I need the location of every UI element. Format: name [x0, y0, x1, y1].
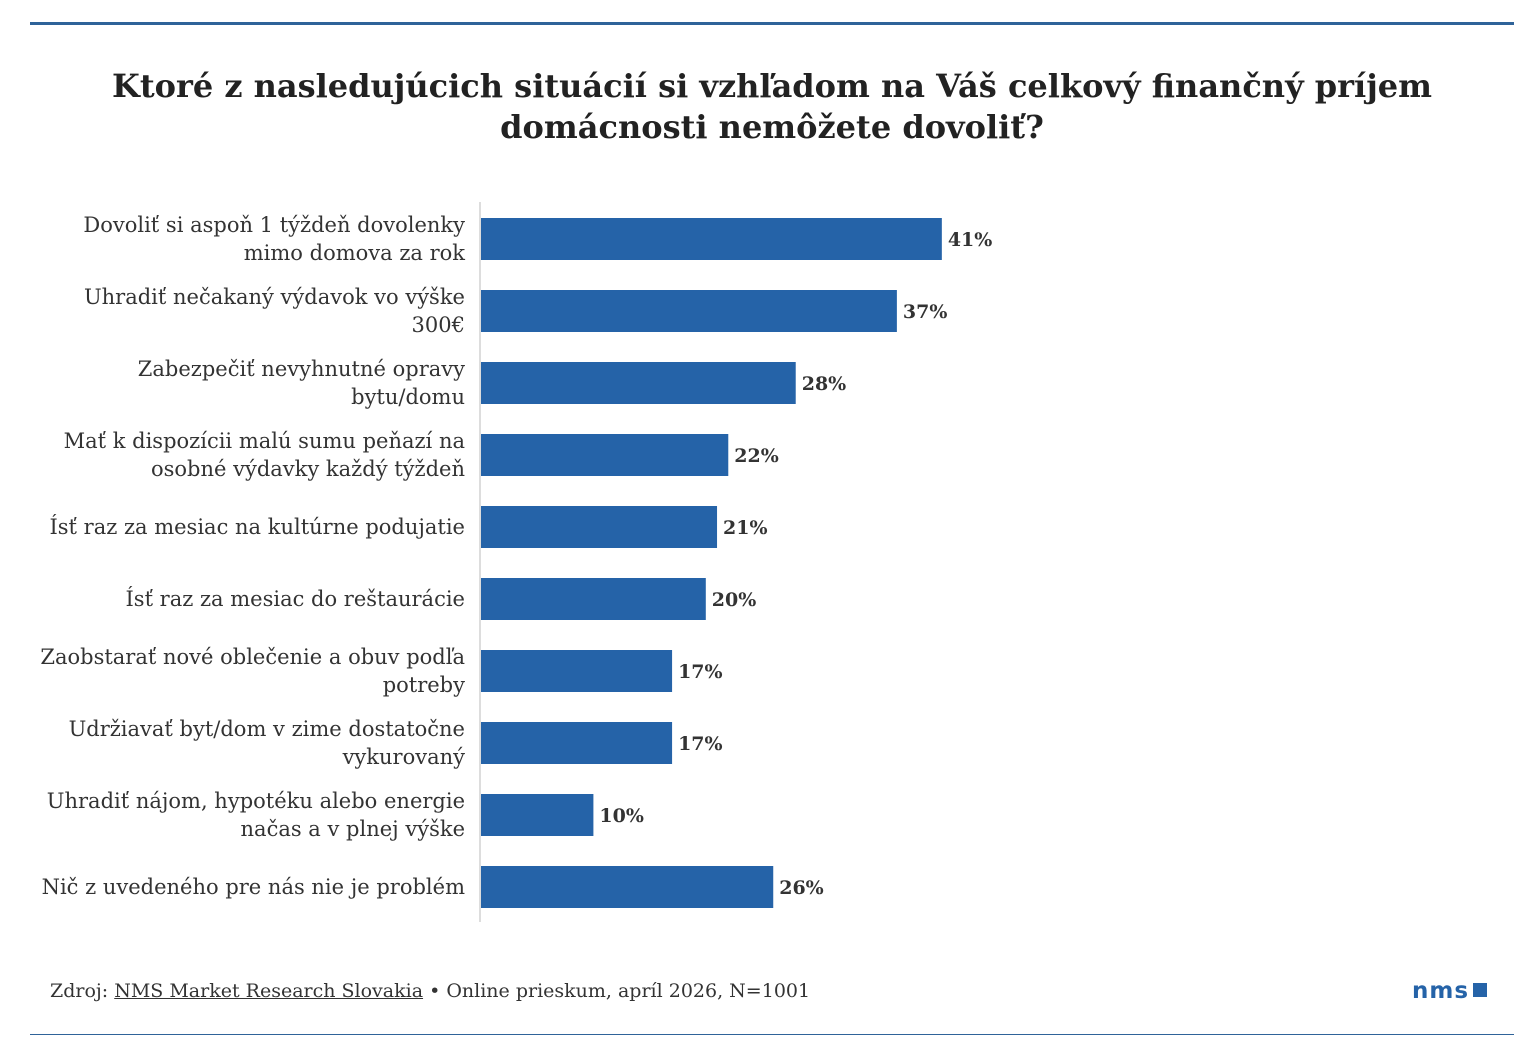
bar: [481, 362, 796, 404]
bar: [481, 866, 774, 908]
data-label: 37%: [903, 301, 948, 323]
source-note: Zdroj: NMS Market Research Slovakia • On…: [50, 980, 810, 1002]
category-label: Mať k dispozícii malú sumu peňazí na oso…: [63, 429, 465, 481]
category-label: Nič z uvedeného pre nás nie je problém: [41, 875, 465, 899]
data-label: 10%: [599, 805, 644, 827]
nms-logo: nms: [1412, 978, 1488, 1004]
category-label: Udržiavať byt/dom v zime dostatočne vyku…: [68, 717, 465, 769]
bar: [481, 722, 673, 764]
bottom-rule: [30, 1034, 1514, 1035]
data-label: 26%: [779, 877, 824, 899]
data-label: 21%: [723, 517, 768, 539]
logo-square: [1473, 983, 1488, 997]
bar: [481, 434, 729, 476]
data-label: 20%: [712, 589, 757, 611]
data-label: 28%: [802, 373, 847, 395]
source-prefix: Zdroj:: [50, 980, 115, 1002]
source-link[interactable]: NMS Market Research Slovakia: [114, 980, 424, 1002]
bar: [481, 506, 718, 548]
data-label: 17%: [678, 661, 723, 683]
category-label: Ísť raz za mesiac na kultúrne podujatie: [49, 515, 465, 539]
category-label: Zabezpečiť nevyhnutné opravy bytu/domu: [137, 357, 465, 409]
category-label: Ísť raz za mesiac do reštaurácie: [125, 587, 466, 611]
bar: [481, 794, 594, 836]
bar: [481, 218, 942, 260]
category-label: Uhradiť nečakaný výdavok vo výške 300€: [83, 285, 465, 337]
category-label: Uhradiť nájom, hypotéku alebo energie na…: [46, 789, 465, 841]
category-label: Zaobstarať nové oblečenie a obuv podľa p…: [40, 645, 465, 697]
chart-title: Ktoré z nasledujúcich situácií si vzhľad…: [112, 67, 1432, 146]
bar: [481, 578, 706, 620]
data-label: 17%: [678, 733, 723, 755]
logo-text: nms: [1412, 978, 1470, 1004]
data-label: 41%: [948, 229, 993, 251]
bar: [481, 290, 897, 332]
category-label: Dovoliť si aspoň 1 týždeň dovolenky mimo…: [83, 213, 465, 265]
source-details: • Online prieskum, apríl 2026, N=1001: [423, 980, 811, 1002]
data-label: 22%: [734, 445, 779, 467]
top-rule: [30, 22, 1514, 25]
bar: [481, 650, 673, 692]
